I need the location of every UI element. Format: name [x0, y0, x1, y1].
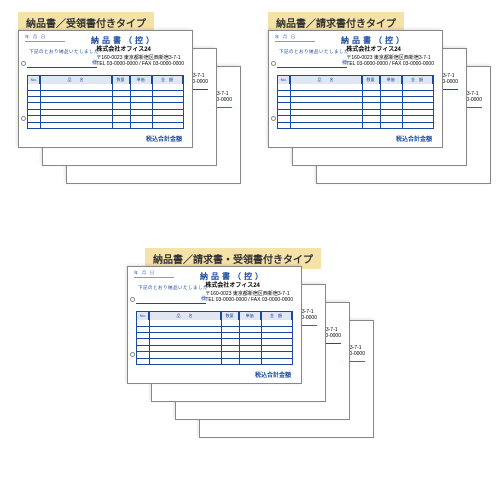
- date-area: 年 月 日: [275, 34, 315, 42]
- company-name: 株式会社オフィス24: [205, 283, 293, 291]
- grid-header: No.品 名数量単価金 額: [137, 312, 292, 320]
- address-block: 株式会社オフィス24〒160-0023 東京都新宿区西新宿3-7-1TEL 03…: [96, 47, 184, 68]
- line-item-grid: No.品 名数量単価金 額: [277, 75, 434, 129]
- line-item-grid: No.品 名数量単価金 額: [27, 75, 184, 129]
- grid-header-cell: 品 名: [149, 312, 220, 320]
- punch-hole: [130, 352, 135, 357]
- form-stack: 請 求 書年 月 日下記のとおり納品いたしました株式会社オフィス24〒160-0…: [268, 30, 460, 186]
- grid-header: No.品 名数量単価金 額: [278, 76, 433, 84]
- punch-hole: [21, 116, 26, 121]
- company-name: 株式会社オフィス24: [346, 47, 434, 55]
- delivery-form: 納品書（控） 年 月 日下記のとおり納品いたしました株式会社オフィス24〒160-…: [127, 266, 302, 384]
- form-title: 納品書（控）: [91, 35, 157, 46]
- form-title: 納品書（控）: [341, 35, 407, 46]
- sub-text: 下記のとおり納品いたしました: [279, 49, 349, 55]
- address-block: 株式会社オフィス24〒160-0023 東京都新宿区西新宿3-7-1TEL 03…: [205, 283, 293, 304]
- recipient-line: 様: [27, 59, 97, 68]
- company-tel: TEL 03-0000-0000 / FAX 03-0000-0000: [96, 61, 184, 68]
- form-stack: 物品受領書年 月 日下記のとおり納品いたしました株式会社オフィス24〒160-0…: [127, 266, 325, 440]
- punch-hole: [130, 297, 135, 302]
- date-area: 年 月 日: [25, 34, 65, 42]
- recipient-line: 様: [277, 59, 347, 68]
- grid-header-cell: 単価: [130, 76, 152, 84]
- grid-header-cell: 単価: [380, 76, 402, 84]
- grid-header-cell: 単価: [239, 312, 261, 320]
- address-block: 株式会社オフィス24〒160-0023 東京都新宿区西新宿3-7-1TEL 03…: [346, 47, 434, 68]
- grid-header-cell: 金 額: [261, 312, 292, 320]
- grid-header-cell: No.: [137, 312, 149, 320]
- grid-header: No.品 名数量単価金 額: [28, 76, 183, 84]
- grid-header-cell: No.: [278, 76, 290, 84]
- form-title: 納品書（控）: [200, 271, 266, 282]
- grid-header-cell: 金 額: [402, 76, 433, 84]
- grid-header-cell: 品 名: [40, 76, 111, 84]
- recipient-line: 様: [136, 295, 206, 304]
- grid-header-cell: 品 名: [290, 76, 361, 84]
- punch-hole: [21, 61, 26, 66]
- grid-header-cell: No.: [28, 76, 40, 84]
- grid-header-cell: 数量: [221, 312, 240, 320]
- punch-hole: [271, 61, 276, 66]
- total-label: 税込合計金額: [396, 134, 432, 143]
- punch-hole: [271, 116, 276, 121]
- total-label: 税込合計金額: [146, 134, 182, 143]
- form-stack: 物品受領書年 月 日下記のとおり納品いたしました株式会社オフィス24〒160-0…: [18, 30, 210, 186]
- delivery-form: 納品書（控） 年 月 日下記のとおり納品いたしました株式会社オフィス24〒160-…: [18, 30, 193, 148]
- sub-text: 下記のとおり納品いたしました: [138, 285, 208, 291]
- delivery-form: 納品書（控） 年 月 日下記のとおり納品いたしました株式会社オフィス24〒160-…: [268, 30, 443, 148]
- grid-header-cell: 金 額: [152, 76, 183, 84]
- grid-header-cell: 数量: [112, 76, 131, 84]
- company-tel: TEL 03-0000-0000 / FAX 03-0000-0000: [346, 61, 434, 68]
- company-name: 株式会社オフィス24: [96, 47, 184, 55]
- grid-header-cell: 数量: [362, 76, 381, 84]
- sub-text: 下記のとおり納品いたしました: [29, 49, 99, 55]
- date-area: 年 月 日: [134, 270, 174, 278]
- total-label: 税込合計金額: [255, 370, 291, 379]
- line-item-grid: No.品 名数量単価金 額: [136, 311, 293, 365]
- company-tel: TEL 03-0000-0000 / FAX 03-0000-0000: [205, 297, 293, 304]
